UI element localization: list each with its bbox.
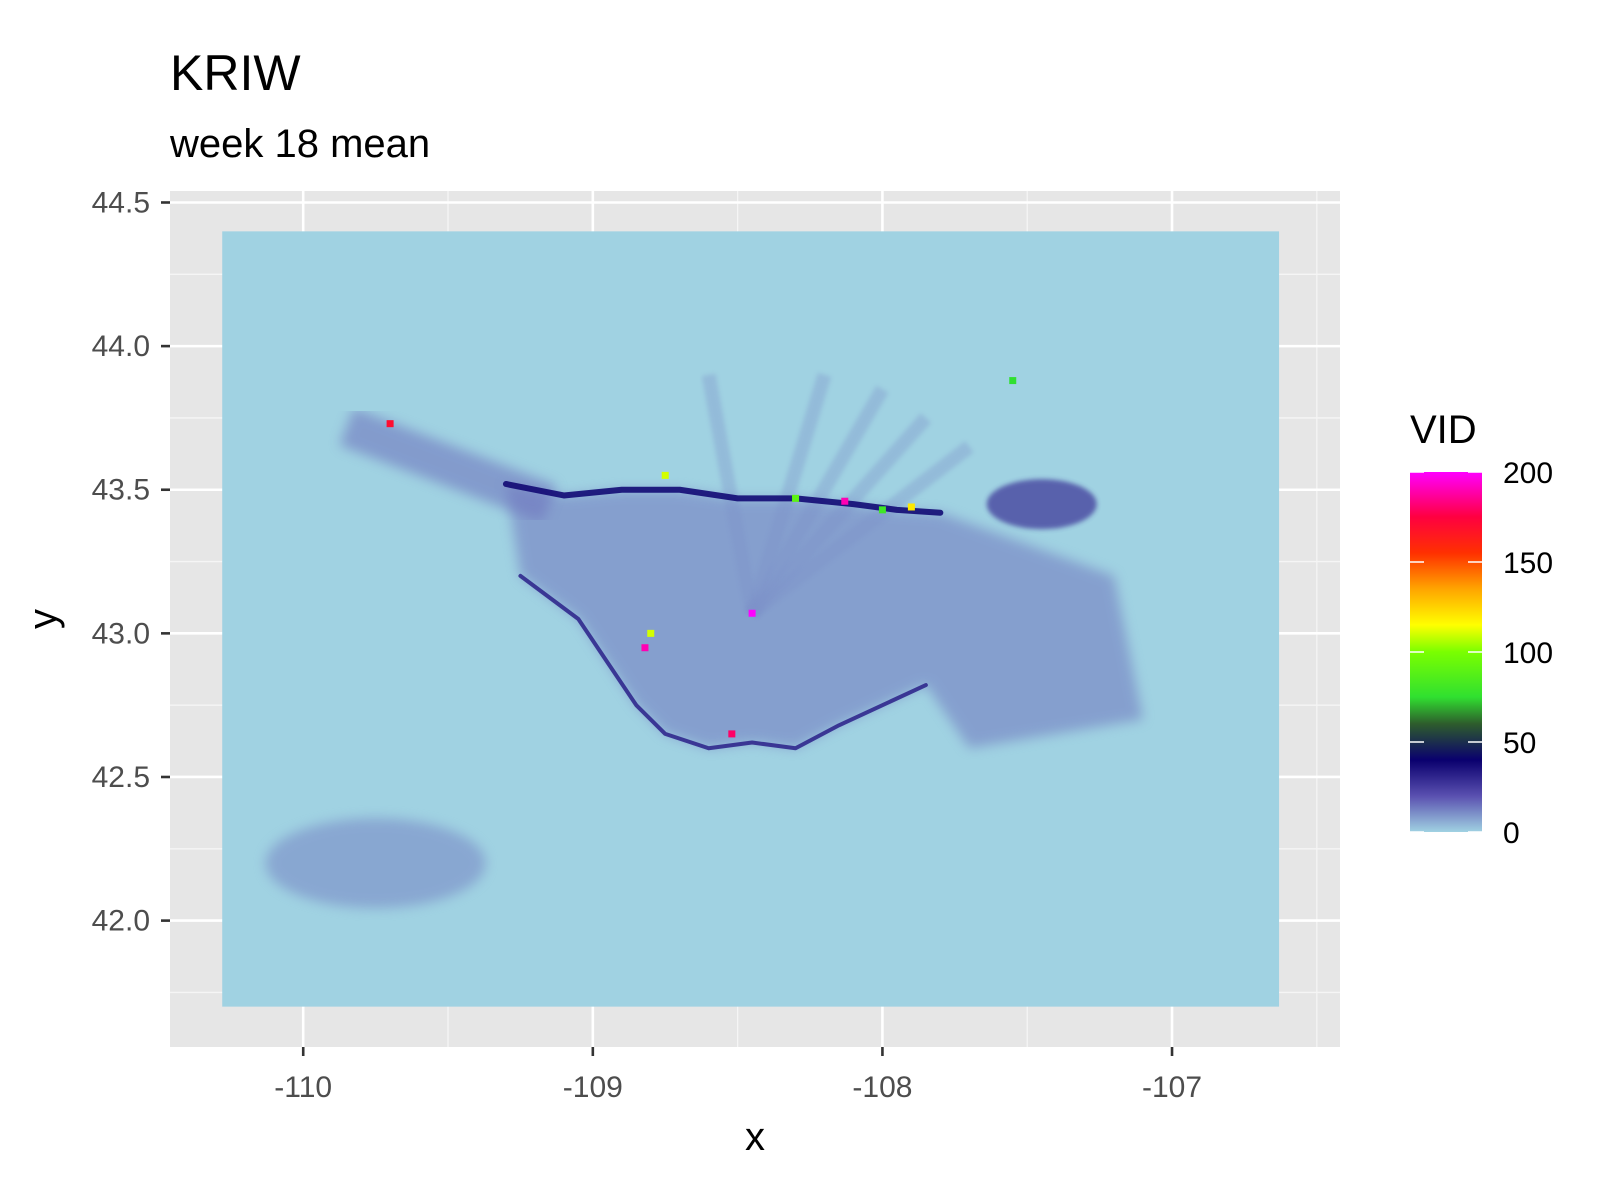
vid-radial-streak bbox=[745, 372, 832, 616]
y-axis-tick-label: 44.0 bbox=[92, 330, 150, 363]
vid-raster bbox=[222, 231, 1280, 1007]
vid-nw-band bbox=[339, 407, 557, 523]
vid-hotspot bbox=[907, 503, 915, 511]
legend-ticks: 0 50 100 150 200 bbox=[1410, 457, 1553, 850]
vid-hotspot bbox=[647, 629, 655, 637]
vid-hotspot bbox=[748, 609, 756, 617]
y-axis-tick-label: 42.5 bbox=[92, 761, 150, 794]
chart-title: KRIW bbox=[170, 45, 301, 101]
vid-radial-streak bbox=[746, 413, 932, 618]
x-axis-tick-label: -107 bbox=[1142, 1071, 1202, 1104]
y-axis-tick-label: 43.0 bbox=[92, 617, 150, 650]
vid-hotspot bbox=[878, 506, 886, 514]
legend-tick-label: 0 bbox=[1503, 817, 1520, 850]
chart-subtitle: week 18 mean bbox=[169, 122, 430, 166]
legend-tick-label: 150 bbox=[1503, 547, 1553, 580]
vid-sw-edge-line bbox=[518, 573, 928, 751]
x-axis-tick-label: -110 bbox=[274, 1071, 332, 1104]
legend-tick-label: 100 bbox=[1503, 637, 1553, 670]
vid-radial-streak bbox=[701, 373, 759, 615]
y-axis-tick-label: 44.5 bbox=[92, 186, 150, 219]
x-axis-tick-label: -108 bbox=[852, 1071, 912, 1104]
raster-features bbox=[265, 360, 1144, 909]
vid-hotspot bbox=[641, 644, 649, 652]
legend: VID 0 50 100 150 200 bbox=[1410, 408, 1553, 850]
y-axis-tick-label: 42.0 bbox=[92, 905, 150, 938]
axes: -110 -109 -108 -107 42.0 42.5 43.0 43.5 44.0 44.5 bbox=[92, 186, 1202, 1104]
vid-ne-blob bbox=[986, 479, 1097, 530]
vid-sw-patch bbox=[265, 818, 486, 909]
vid-hotspot bbox=[386, 420, 394, 428]
legend-tick-label: 200 bbox=[1503, 457, 1553, 490]
vid-hotspot bbox=[661, 471, 669, 479]
y-axis-title: y bbox=[21, 609, 65, 629]
vid-hotspot bbox=[841, 497, 849, 505]
vid-radial-streak bbox=[747, 441, 974, 619]
x-axis-title: x bbox=[745, 1115, 765, 1159]
vid-diffuse-region bbox=[505, 483, 1144, 749]
legend-title: VID bbox=[1410, 408, 1477, 452]
x-axis-tick-label: -109 bbox=[563, 1071, 623, 1104]
vid-hotspot bbox=[792, 494, 800, 502]
legend-tick-label: 50 bbox=[1503, 727, 1536, 760]
vid-hotspot bbox=[1009, 377, 1017, 385]
vid-hotspot bbox=[728, 730, 736, 738]
y-axis-tick-label: 43.5 bbox=[92, 474, 150, 507]
